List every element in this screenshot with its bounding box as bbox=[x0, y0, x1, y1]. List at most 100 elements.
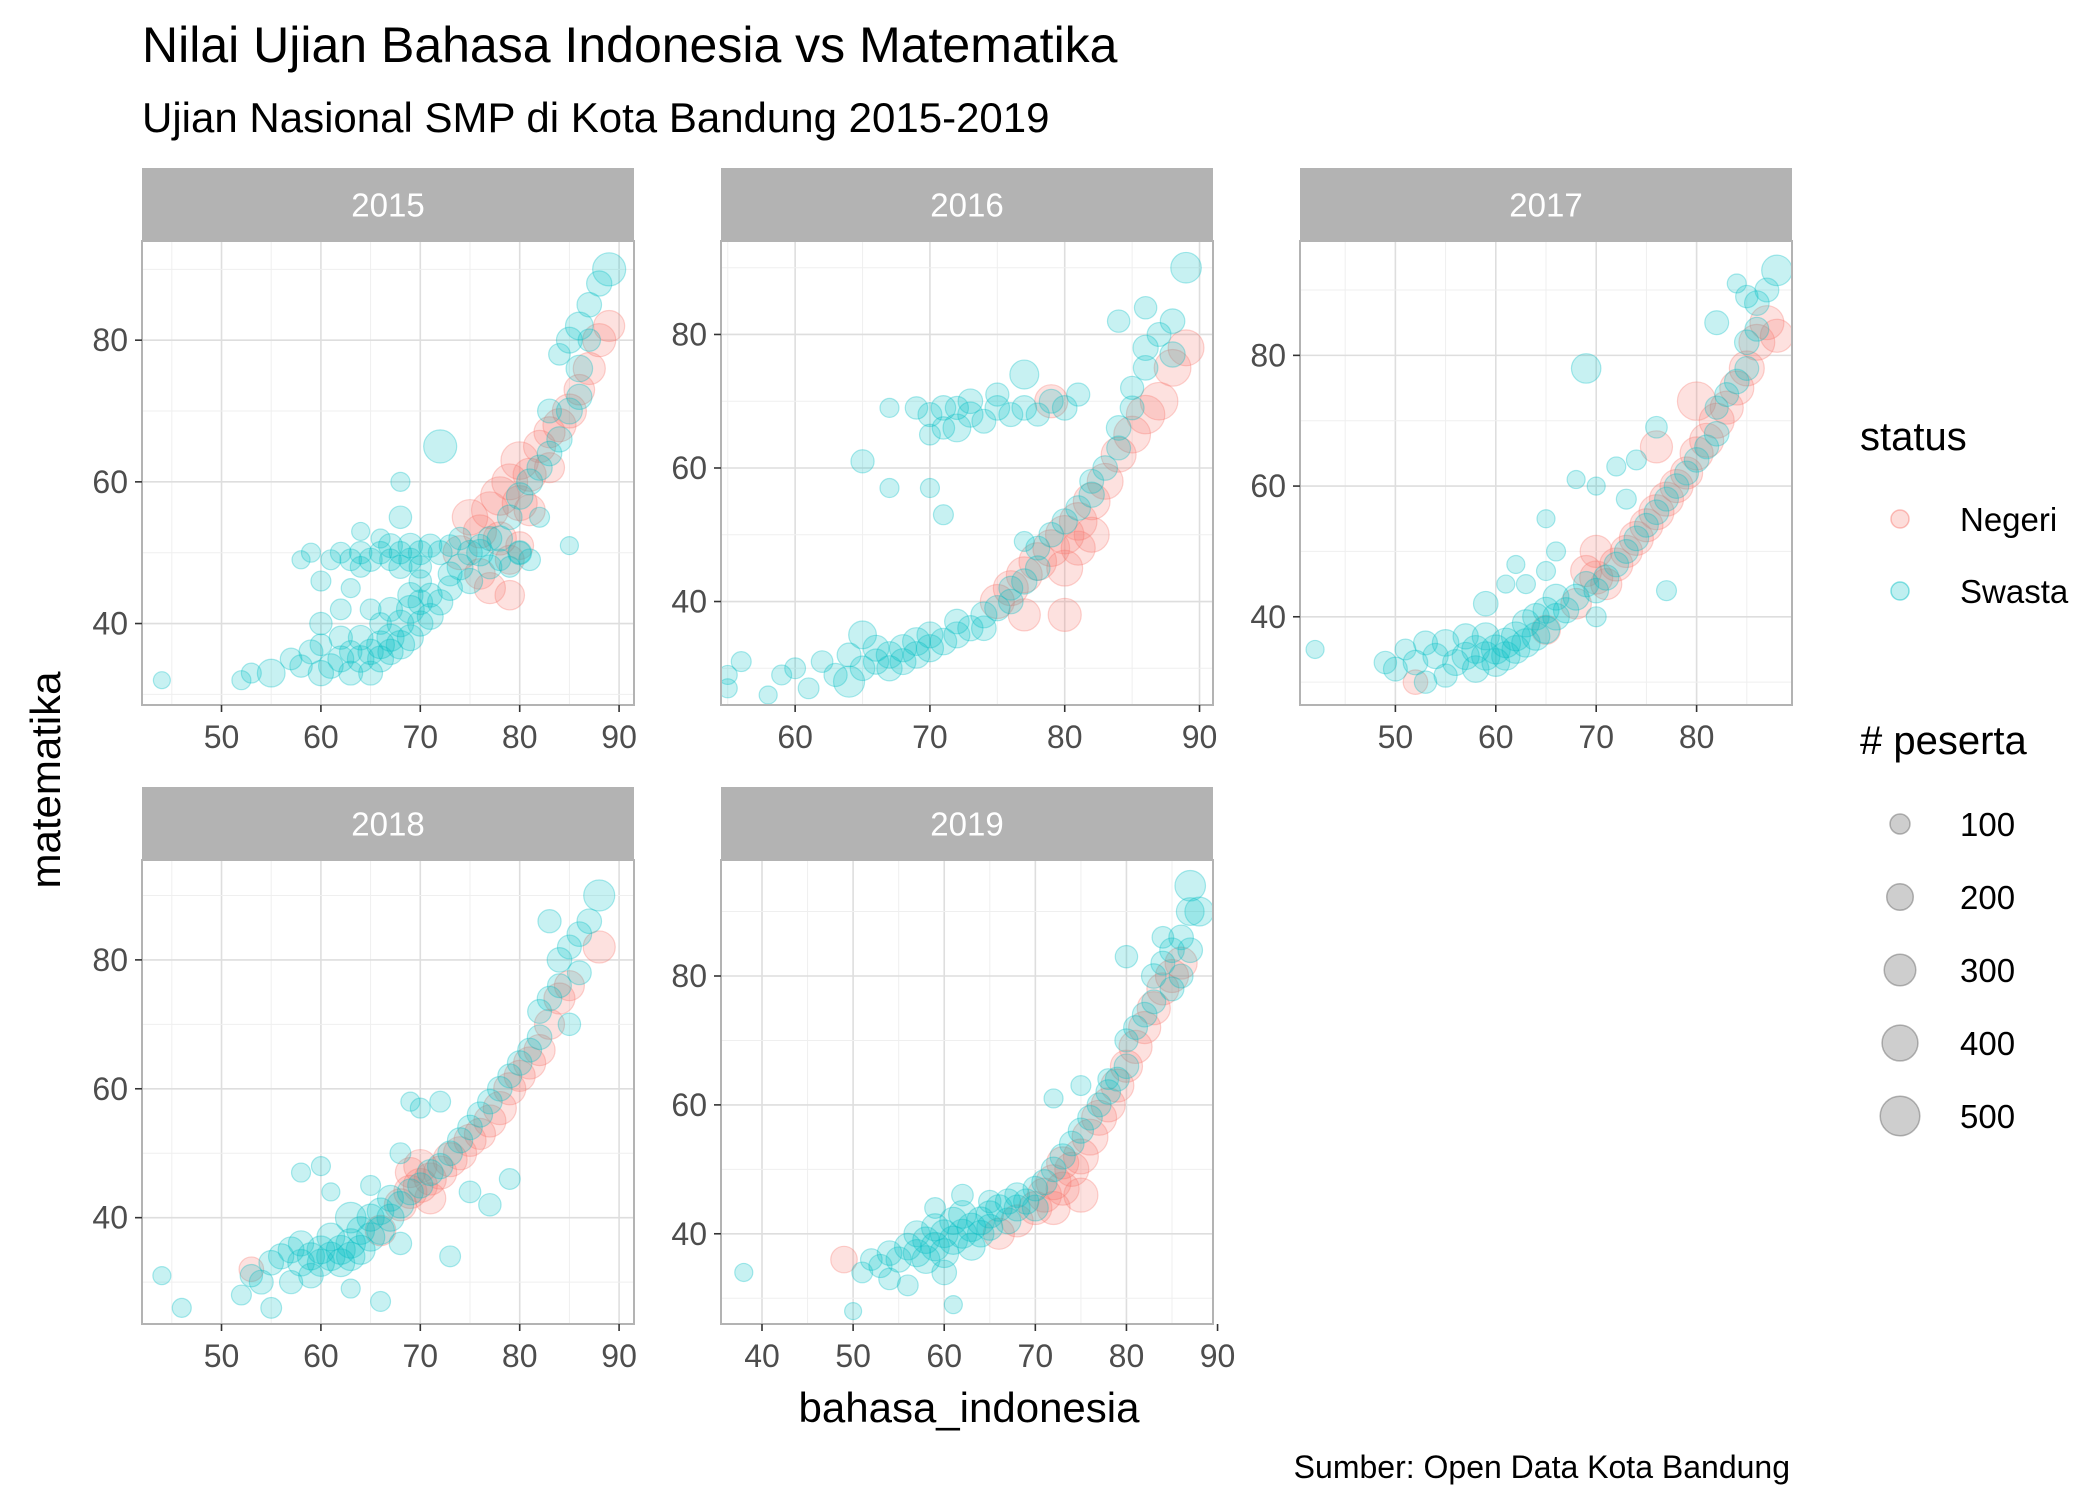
point-negeri bbox=[551, 393, 588, 429]
point-swasta bbox=[360, 1174, 382, 1197]
point-swasta bbox=[367, 645, 395, 673]
point-swasta bbox=[1744, 316, 1770, 342]
point-swasta bbox=[239, 1263, 264, 1288]
point-swasta bbox=[848, 620, 878, 650]
point-swasta bbox=[1119, 395, 1145, 421]
point-swasta bbox=[328, 625, 353, 650]
point-negeri bbox=[1638, 494, 1675, 531]
point-swasta bbox=[152, 671, 171, 690]
point-negeri bbox=[1072, 482, 1111, 521]
point-swasta bbox=[1022, 1175, 1049, 1202]
point-negeri bbox=[1036, 1190, 1071, 1226]
legend-size-key bbox=[1883, 953, 1917, 987]
point-swasta bbox=[1024, 555, 1051, 582]
point-swasta bbox=[278, 1269, 304, 1295]
point-swasta bbox=[1694, 434, 1720, 460]
point-negeri bbox=[533, 416, 566, 449]
facet-strip-label: 2018 bbox=[351, 806, 424, 843]
point-negeri bbox=[523, 1033, 556, 1067]
point-negeri bbox=[1728, 350, 1765, 387]
point-swasta bbox=[1305, 639, 1325, 660]
point-swasta bbox=[1470, 641, 1501, 671]
point-swasta bbox=[929, 627, 958, 656]
point-swasta bbox=[1704, 310, 1730, 336]
point-swasta bbox=[386, 609, 415, 638]
point-swasta bbox=[911, 1245, 941, 1275]
point-swasta bbox=[478, 1192, 502, 1217]
facet-strip-label: 2017 bbox=[1509, 187, 1582, 224]
point-negeri bbox=[1629, 508, 1664, 543]
x-tick-label: 60 bbox=[303, 719, 339, 755]
point-negeri bbox=[830, 1245, 858, 1274]
point-swasta bbox=[388, 540, 413, 565]
x-tick-label: 80 bbox=[1047, 719, 1083, 755]
point-swasta bbox=[932, 504, 954, 526]
point-swasta bbox=[152, 1266, 172, 1286]
point-swasta bbox=[931, 1259, 958, 1286]
point-swasta bbox=[457, 1114, 483, 1141]
point-negeri bbox=[1047, 597, 1082, 633]
point-swasta bbox=[498, 1168, 521, 1190]
point-swasta bbox=[1113, 1053, 1140, 1080]
point-swasta bbox=[1058, 1130, 1085, 1157]
point-swasta bbox=[943, 621, 971, 649]
point-swasta bbox=[565, 354, 594, 383]
point-swasta bbox=[1119, 375, 1145, 401]
x-tick-label: 80 bbox=[1679, 719, 1715, 755]
x-tick-label: 60 bbox=[1478, 719, 1514, 755]
point-swasta bbox=[1140, 963, 1167, 989]
y-tick-label: 60 bbox=[671, 450, 707, 486]
point-negeri bbox=[1676, 381, 1717, 421]
point-swasta bbox=[971, 408, 997, 434]
point-swasta bbox=[957, 401, 984, 428]
point-negeri bbox=[494, 579, 526, 611]
point-swasta bbox=[944, 608, 970, 635]
point-swasta bbox=[260, 1296, 283, 1319]
point-swasta bbox=[347, 624, 374, 651]
point-negeri bbox=[453, 1123, 487, 1157]
panel-border bbox=[141, 859, 635, 1325]
point-swasta bbox=[758, 685, 778, 705]
y-tick-label: 80 bbox=[92, 942, 128, 978]
point-negeri bbox=[463, 1117, 497, 1151]
point-swasta bbox=[366, 630, 396, 660]
point-swasta bbox=[407, 540, 433, 566]
point-negeri bbox=[473, 571, 507, 605]
y-tick-label: 40 bbox=[92, 606, 128, 642]
point-swasta bbox=[1593, 564, 1620, 591]
point-swasta bbox=[289, 654, 313, 678]
panel-border bbox=[141, 240, 635, 706]
point-swasta bbox=[975, 1200, 1004, 1229]
point-swasta bbox=[1133, 295, 1158, 320]
point-swasta bbox=[868, 1253, 893, 1279]
point-swasta bbox=[1511, 609, 1541, 638]
point-swasta bbox=[1131, 1001, 1158, 1028]
point-swasta bbox=[287, 1230, 315, 1257]
point-swasta bbox=[556, 934, 582, 960]
gridlines bbox=[721, 860, 1213, 1324]
point-swasta bbox=[592, 252, 627, 287]
point-swasta bbox=[1168, 924, 1194, 951]
point-swasta bbox=[429, 1090, 452, 1113]
point-swasta bbox=[1433, 663, 1458, 688]
point-swasta bbox=[507, 540, 532, 565]
point-negeri bbox=[522, 429, 557, 464]
point-swasta bbox=[1535, 560, 1557, 582]
point-swasta bbox=[477, 554, 503, 580]
point-swasta bbox=[376, 623, 405, 652]
point-negeri bbox=[1018, 1190, 1053, 1226]
point-swasta bbox=[994, 1207, 1022, 1235]
point-swasta bbox=[1585, 606, 1607, 628]
point-negeri bbox=[1060, 530, 1096, 566]
point-swasta bbox=[407, 610, 434, 637]
legend-size-key bbox=[1885, 882, 1915, 912]
point-swasta bbox=[446, 1127, 474, 1154]
point-swasta bbox=[1496, 574, 1516, 594]
point-swasta bbox=[1583, 577, 1610, 604]
point-negeri bbox=[1058, 502, 1098, 541]
point-negeri bbox=[1759, 318, 1792, 353]
point-swasta bbox=[1506, 554, 1526, 575]
point-swasta bbox=[536, 440, 563, 467]
point-swasta bbox=[518, 548, 542, 572]
